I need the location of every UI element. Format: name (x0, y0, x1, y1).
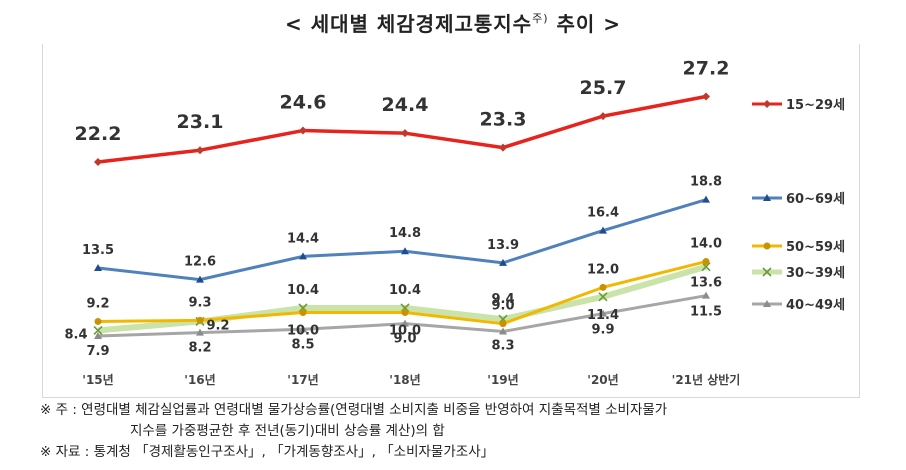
note-definition-line-1: ※ 주 : 연령대별 체감실업률과 연령대별 물가상승률(연령대별 소비지출 비… (40, 402, 668, 418)
data-point-s4-6 (702, 291, 710, 299)
data-label-s4-3: 9.0 (393, 332, 416, 347)
data-point-s0-1 (196, 146, 204, 155)
chart-title-tail: 추이 > (548, 12, 621, 36)
data-label-s3-3: 10.4 (389, 283, 421, 298)
data-label-s0-1: 23.1 (177, 111, 224, 133)
data-point-s0-0 (94, 158, 102, 166)
data-point-s4-2 (299, 325, 307, 333)
data-point-s4-0 (94, 332, 102, 339)
data-label-s4-0: 7.9 (86, 344, 109, 359)
data-point-s2-3 (401, 308, 409, 316)
note-definition-line-2: 지수를 가중평균한 후 전년(동기)대비 상승률 계산)의 합 (130, 423, 445, 439)
legend-marker-0 (763, 100, 771, 108)
data-point-s2-5 (599, 283, 607, 291)
legend-label-0: 15~29세 (786, 98, 845, 113)
x-tick-label-1: '16년 (184, 373, 215, 387)
data-label-s3-5: 11.4 (587, 308, 619, 323)
data-label-s2-6: 14.0 (690, 237, 722, 252)
x-tick-label-5: '20년 (587, 373, 618, 387)
data-point-s0-4 (499, 143, 507, 152)
data-label-s3-4: 9.4 (491, 292, 514, 307)
data-point-s4-1 (196, 328, 204, 336)
x-tick-label-0: '15년 (82, 373, 113, 387)
data-point-s4-3 (401, 319, 409, 327)
legend-label-3: 30~39세 (786, 266, 845, 281)
legend-marker-2 (763, 242, 771, 250)
note-source: ※ 자료 : 통계청 「경제활동인구조사」, 「가계동향조사」, 「소비자물가조… (40, 444, 495, 460)
legend-marker-4 (763, 300, 771, 307)
legend-label-2: 50~59세 (786, 240, 845, 255)
data-point-s4-4 (499, 327, 507, 335)
data-label-s1-4: 13.9 (487, 238, 519, 253)
legend-label-4: 40~49세 (786, 298, 845, 313)
data-point-s1-0 (94, 264, 102, 271)
data-label-s0-2: 24.6 (280, 92, 327, 114)
legend-marker-3 (762, 267, 772, 277)
data-label-s2-5: 12.0 (587, 262, 619, 277)
data-label-s3-0: 8.4 (64, 327, 87, 342)
legend-label-1: 60~69세 (786, 192, 845, 207)
data-point-s2-6 (702, 258, 710, 266)
data-label-s2-1: 9.3 (188, 295, 211, 310)
plot-area (42, 44, 860, 398)
x-tick-label-3: '18년 (389, 373, 420, 387)
data-point-s1-2 (299, 252, 307, 260)
data-point-s2-0 (94, 317, 102, 325)
data-label-s1-5: 16.4 (587, 206, 619, 221)
data-label-s0-4: 23.3 (480, 109, 527, 131)
data-label-s1-6: 18.8 (690, 175, 722, 190)
data-label-s1-3: 14.8 (389, 226, 421, 241)
data-point-s1-1 (196, 275, 204, 283)
data-label-s0-0: 22.2 (75, 123, 122, 145)
data-point-s2-4 (499, 320, 507, 328)
data-point-s2-1 (196, 316, 204, 324)
footnotes: ※ 주 : 연령대별 체감실업률과 연령대별 물가상승률(연령대별 소비지출 비… (40, 400, 890, 463)
data-point-s1-3 (401, 247, 409, 255)
data-label-s4-1: 8.2 (188, 341, 211, 356)
data-point-s1-5 (599, 226, 607, 234)
data-label-s2-2: 10.0 (287, 323, 319, 338)
data-point-s3-0 (93, 325, 103, 335)
data-label-s1-0: 13.5 (82, 243, 114, 258)
data-label-s3-2: 10.4 (287, 283, 319, 298)
line-chart: 22.2 23.1 24.6 24.4 23.3 25.7 27.2 13.5 12.6 14.4… (64, 58, 845, 388)
data-point-s1-6 (702, 195, 710, 203)
data-point-s3-5 (598, 292, 608, 302)
data-label-s1-1: 12.6 (184, 255, 216, 270)
data-label-s4-4: 8.3 (491, 339, 514, 354)
chart-title: < 세대별 체감경제고통지수주) 추이 > (0, 8, 906, 37)
data-label-s1-2: 14.4 (287, 231, 319, 246)
chart-title-main: < 세대별 체감경제고통지수 (285, 12, 533, 36)
data-point-s0-5 (599, 112, 607, 121)
data-label-s0-3: 24.4 (382, 94, 429, 116)
data-label-s4-2: 8.5 (291, 337, 314, 352)
chart-title-superscript: 주) (532, 12, 549, 25)
data-label-s0-6: 27.2 (683, 58, 730, 80)
data-label-s3-6: 13.6 (690, 276, 722, 291)
data-point-s2-2 (299, 308, 307, 316)
data-label-s3-1: 9.2 (206, 318, 229, 333)
data-label-s2-0: 9.2 (86, 296, 109, 311)
data-point-s0-6 (702, 92, 710, 101)
data-point-s1-4 (499, 258, 507, 266)
data-point-s4-5 (599, 309, 607, 317)
data-label-s0-5: 25.7 (580, 77, 627, 99)
data-label-s2-4: 9.0 (491, 299, 514, 314)
data-point-s3-6 (701, 262, 711, 272)
data-point-s0-2 (299, 126, 307, 135)
data-label-s4-6: 11.5 (690, 305, 722, 320)
legend-marker-1 (763, 194, 771, 201)
data-label-s4-5: 9.9 (591, 323, 614, 338)
x-tick-label-4: '19년 (487, 373, 518, 387)
x-tick-label-2: '17년 (287, 373, 318, 387)
data-label-s2-3: 10.0 (389, 323, 421, 338)
data-point-s0-3 (401, 129, 409, 138)
x-tick-label-6: '21년 상반기 (672, 372, 741, 387)
